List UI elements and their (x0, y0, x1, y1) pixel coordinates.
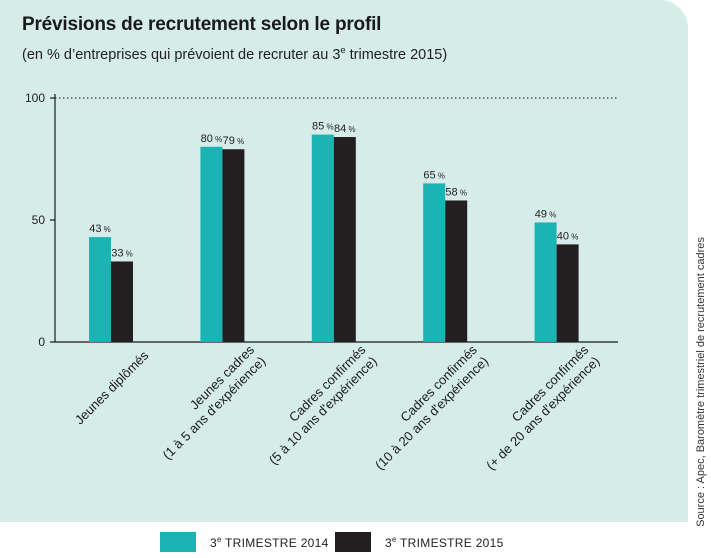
bar-2014 (534, 222, 557, 342)
x-category-label: Cadres confirmés(+ de 20 ans d'expérienc… (472, 342, 603, 473)
y-tick-label: 50 (32, 213, 46, 227)
legend-label-2015: 3e TRIMESTRE 2015 (385, 534, 504, 550)
bar-value-label: 58 % (445, 186, 467, 198)
chart-legend: 3e TRIMESTRE 2014 3e TRIMESTRE 2015 (0, 524, 711, 558)
bar-value-label: 33 % (111, 247, 133, 259)
bar-value-label: 43 % (89, 223, 111, 235)
bar-2014 (311, 134, 334, 342)
chart-subtitle-text: (en % d’entreprises qui prévoient de rec… (22, 44, 448, 63)
chart-category-labels: Jeunes diplômés Jeunes cadres(1 à 5 ans d… (72, 342, 603, 473)
bar-value-label: 84 % (334, 123, 356, 135)
source-note: Source : Apec, Baromètre trimestriel de … (695, 237, 707, 527)
bar-value-label: 49 % (535, 208, 557, 220)
x-category-label: Cadres confirmés(5 à 10 ans d'expérience… (254, 342, 380, 468)
chart-title: Prévisions de recrutement selon le profi… (22, 14, 382, 35)
x-category-label: Cadres confirmés(10 à 20 ans d'expérienc… (361, 342, 492, 473)
bar-2014 (200, 146, 223, 342)
legend-swatch-2014 (160, 532, 196, 552)
bar-2015 (445, 200, 468, 342)
chart-value-labels: 43 %33 % 80 % 79 % 85 % 84 % 65 %58 % 49 %40 % (89, 121, 578, 260)
chart-bars (89, 134, 579, 342)
legend-label-2014: 3e TRIMESTRE 2014 (210, 534, 329, 550)
x-category-label: Jeunes diplômés (72, 347, 152, 427)
chart-subtitle: (en % d’entreprises qui prévoient de rec… (22, 44, 447, 63)
bar-value-label: 79 % (223, 135, 245, 147)
bar-2015 (556, 244, 579, 342)
bar-value-label: 40 % (557, 230, 579, 242)
y-tick-label: 0 (38, 335, 45, 349)
bar-2015 (111, 261, 133, 342)
y-tick-label: 100 (25, 91, 45, 105)
legend-item-2014: 3e TRIMESTRE 2014 (160, 532, 329, 552)
bar-value-label: 80 % (201, 133, 223, 145)
legend-item-2015: 3e TRIMESTRE 2015 (335, 532, 504, 552)
bar-value-label: 65 % (423, 169, 445, 181)
bar-2014 (89, 237, 111, 342)
bar-2015 (222, 149, 245, 342)
bar-2015 (333, 137, 356, 342)
bar-2014 (423, 183, 446, 342)
x-category-label: Jeunes cadres(1 à 5 ans d'expérience) (148, 342, 269, 463)
bar-value-label: 85 % (312, 121, 334, 133)
legend-swatch-2015 (335, 532, 371, 552)
